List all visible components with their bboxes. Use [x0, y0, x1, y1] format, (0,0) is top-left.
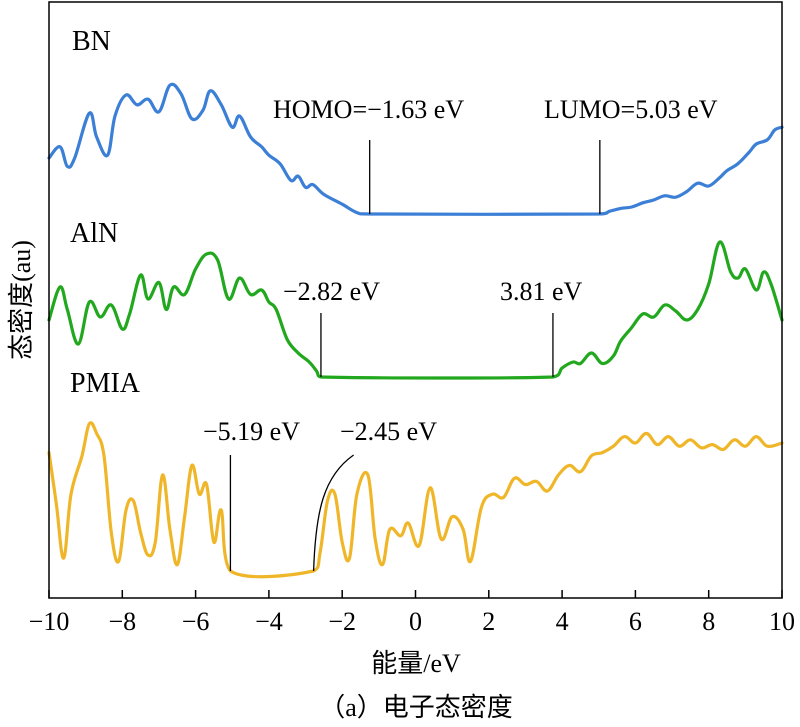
series-label-pmia: PMIA	[70, 368, 141, 399]
x-tick-label: 4	[556, 607, 569, 636]
annotation-label: −2.82 eV	[283, 277, 380, 306]
x-tick-label: −10	[29, 607, 70, 636]
y-axis-label: 态密度(au)	[7, 240, 36, 360]
x-tick-label: 6	[629, 607, 642, 636]
figure-caption: （a）电子态密度	[319, 693, 513, 722]
x-tick-label: 2	[482, 607, 495, 636]
series-line-bn	[47, 82, 784, 216]
series-label-bn: BN	[72, 26, 111, 57]
x-tick-label: −8	[108, 607, 136, 636]
x-axis: −10 −8 −6 −4 −2 0 2 4 6 8 10	[29, 590, 795, 636]
series-line-aln	[47, 240, 784, 380]
annotation-label: 3.81 eV	[500, 277, 583, 306]
x-tick-label: −2	[328, 607, 356, 636]
annotation-label: HOMO=−1.63 eV	[273, 95, 464, 124]
series-aln: AlN −2.82 eV 3.81 eV	[47, 218, 784, 380]
series-bn: BN HOMO=−1.63 eV LUMO=5.03 eV	[47, 26, 784, 216]
series-label-aln: AlN	[70, 218, 118, 249]
annotation-leader	[312, 454, 354, 572]
x-tick-label: 0	[409, 607, 422, 636]
annotation-label: −5.19 eV	[203, 417, 300, 446]
x-tick-label: −6	[182, 607, 210, 636]
annotation-label: LUMO=5.03 eV	[544, 95, 718, 124]
annotation-label: −2.45 eV	[340, 417, 437, 446]
plot-area: BN HOMO=−1.63 eV LUMO=5.03 eV AlN −2.82 eV 3.…	[47, 26, 784, 579]
series-line-pmia	[47, 421, 784, 579]
x-axis-label: 能量/eV	[371, 649, 461, 678]
series-pmia: PMIA −5.19 eV −2.45 eV	[47, 368, 784, 579]
x-tick-label: −4	[255, 607, 283, 636]
x-tick-label: 8	[702, 607, 715, 636]
x-tick-label: 10	[769, 607, 795, 636]
